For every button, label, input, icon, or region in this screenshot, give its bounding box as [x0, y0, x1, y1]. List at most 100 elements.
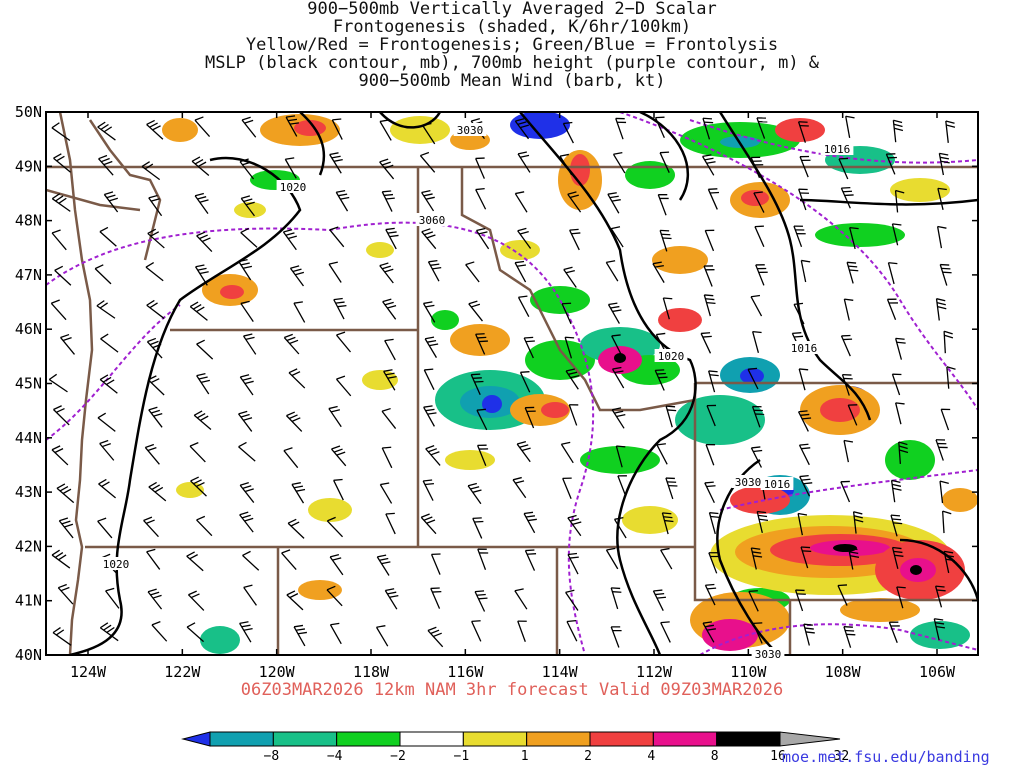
wind-barb: [702, 117, 714, 140]
wind-barb: [700, 332, 712, 354]
wind-barb: [239, 158, 255, 180]
wind-barb: [239, 621, 253, 643]
lon-label: 124W: [70, 663, 107, 681]
wind-barb: [190, 476, 207, 497]
wind-barb: [143, 516, 159, 538]
lon-label: 108W: [825, 663, 862, 681]
wind-barb: [943, 330, 954, 354]
wind-barb: [565, 368, 580, 390]
lat-label: 41N: [15, 592, 42, 610]
lat-label: 47N: [15, 266, 42, 284]
wind-barb: [702, 621, 716, 643]
wind-barb: [194, 192, 209, 215]
wind-barb: [514, 588, 528, 610]
wind-barb: [803, 623, 815, 646]
wind-barb: [564, 336, 575, 359]
wind-barb: [424, 336, 439, 358]
wind-barb: [475, 333, 488, 355]
wind-barb: [335, 190, 350, 212]
wind-barb: [242, 550, 260, 571]
wind-barb: [891, 223, 902, 246]
wind-barb: [750, 294, 763, 317]
wind-barb: [656, 443, 668, 465]
wind-barb: [53, 405, 70, 426]
wind-barb: [97, 121, 116, 141]
title-line-3: Yellow/Red = Frontogenesis; Green/Blue =…: [245, 35, 779, 55]
lat-label: 49N: [15, 157, 42, 175]
wind-barb: [512, 476, 527, 499]
wind-barb: [937, 187, 947, 210]
wind-barb: [891, 546, 904, 569]
wind-barb: [100, 333, 119, 353]
contour-label-bg: [731, 475, 765, 488]
source-credit[interactable]: moe.met.fsu.edu/banding: [782, 748, 990, 766]
wind-barb: [517, 151, 531, 173]
colorbar-label: −2: [390, 749, 406, 764]
latitude-labels: 50N 49N 48N 47N 46N 45N 44N 43N 42N 41N 40N: [15, 103, 42, 664]
wind-barb: [293, 624, 307, 647]
colorbar-segment: [716, 731, 781, 747]
colorbar-segment: [209, 731, 274, 747]
colorbar-label: 4: [647, 749, 655, 764]
wind-barb: [144, 443, 160, 465]
wind-barb: [837, 584, 848, 606]
wind-barb: [517, 620, 527, 643]
wind-barb: [560, 441, 574, 464]
lon-label: 114W: [542, 663, 579, 681]
wind-barb: [383, 369, 397, 391]
wind-barb: [846, 261, 859, 284]
wind-barb: [186, 622, 205, 643]
wind-barb: [747, 367, 759, 390]
wind-barb: [475, 188, 487, 210]
wind-barb: [756, 117, 768, 139]
wind-barb: [849, 226, 859, 250]
wind-barb: [752, 330, 762, 354]
wind-barb: [238, 259, 253, 281]
mslp-contour-label: 1020: [658, 350, 685, 363]
contour-label-bg: [453, 123, 487, 136]
wind-barb: [887, 262, 898, 285]
contour-label-bg: [760, 477, 794, 490]
wind-barb: [97, 517, 113, 539]
contour-label-bg: [99, 557, 133, 570]
lon-label: 120W: [259, 663, 296, 681]
wind-barb: [475, 227, 490, 250]
wind-barb: [329, 554, 344, 576]
height-contour-label: 3030: [755, 648, 782, 661]
lat-label: 43N: [15, 483, 42, 501]
wind-barb: [665, 477, 678, 500]
lat-label: 42N: [15, 537, 42, 555]
wind-barb: [885, 153, 897, 175]
wind-barb: [617, 475, 627, 497]
wind-barb: [838, 157, 849, 180]
colorbar-label: 16: [770, 749, 786, 764]
contour-label-bg: [276, 180, 310, 193]
wind-barb: [793, 225, 806, 248]
wind-barb: [194, 116, 211, 138]
wind-barb: [98, 478, 117, 499]
height-contour-label: 3030: [735, 476, 762, 489]
wind-barb: [147, 228, 165, 249]
wind-barb: [472, 517, 484, 539]
wind-barb: [425, 445, 441, 466]
wind-barb: [468, 300, 483, 322]
wind-barb: [331, 118, 343, 140]
wind-barb: [430, 587, 442, 609]
mslp-contour-label: 1016: [764, 478, 791, 491]
map-title: 900−500mb Vertically Averaged 2−D Scalar…: [0, 0, 1024, 90]
wind-barb: [470, 373, 484, 396]
wind-barb: [329, 622, 342, 645]
wind-barb: [196, 339, 214, 360]
wind-barb: [895, 337, 906, 360]
lat-label: 45N: [15, 375, 42, 393]
wind-barb: [471, 620, 482, 642]
wind-barb: [238, 441, 256, 462]
wind-barb: [561, 302, 572, 325]
wind-barb: [196, 373, 210, 395]
colorbar-label: 1: [521, 749, 529, 764]
wind-barb: [385, 227, 399, 250]
wind-barb: [936, 225, 947, 249]
wind-barb: [476, 444, 489, 467]
wind-barb: [187, 590, 205, 611]
